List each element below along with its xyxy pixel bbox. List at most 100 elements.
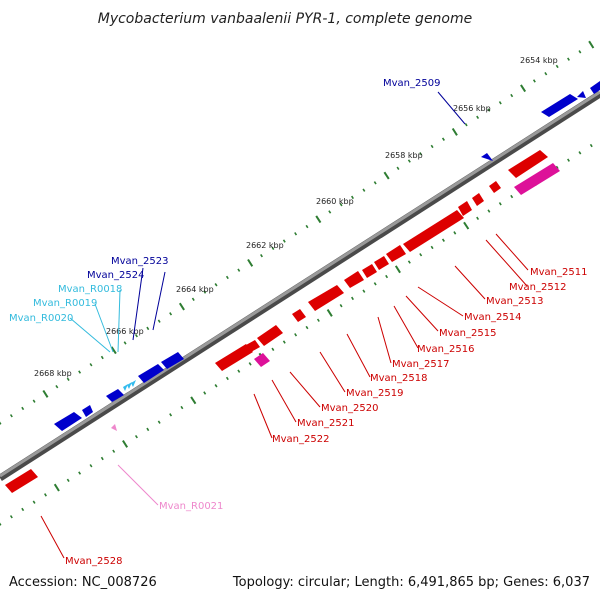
minor-tick: [510, 194, 514, 199]
major-tick: [520, 84, 527, 93]
reverse-strand-genes: [5, 150, 548, 493]
minor-tick: [146, 427, 150, 432]
minor-tick: [78, 471, 82, 475]
minor-tick: [169, 312, 173, 316]
minor-tick: [339, 303, 343, 308]
minor-tick: [21, 507, 25, 512]
forward-strand-genes: [54, 81, 600, 431]
minor-tick: [487, 209, 491, 213]
minor-tick: [510, 93, 514, 98]
reverse-rna-features: [111, 163, 560, 431]
major-tick: [53, 483, 60, 492]
minor-tick: [555, 165, 559, 170]
minor-tick: [532, 79, 536, 83]
minor-tick: [498, 202, 502, 206]
minor-tick: [373, 181, 377, 185]
outer-scale-ticks: [0, 40, 595, 425]
minor-tick: [294, 333, 298, 337]
scale-label-2668: 2668 kbp: [34, 369, 72, 378]
minor-tick: [544, 71, 548, 76]
minor-tick: [419, 253, 423, 257]
minor-tick: [112, 449, 116, 453]
minor-tick: [282, 239, 286, 243]
minor-tick: [578, 50, 582, 54]
map-title: Mycobacterium vanbaalenii PYR-1, complet…: [98, 11, 473, 27]
minor-tick: [225, 376, 229, 381]
major-tick: [326, 309, 333, 317]
label-mvan-2521: Mvan_2521: [297, 418, 354, 429]
label-mvan-r0020: Mvan_R0020: [9, 313, 73, 324]
major-tick: [190, 396, 197, 405]
minor-tick: [237, 268, 241, 272]
major-tick: [451, 127, 458, 136]
inner-scale-ticks: [0, 143, 593, 526]
label-mvan-2528: Mvan_2528: [65, 556, 122, 567]
minor-tick: [169, 413, 173, 417]
summary-text: Topology: circular; Length: 6,491,865 bp…: [232, 575, 590, 590]
scale-labels: 2654 kbp 2656 kbp 2658 kbp 2660 kbp 2662…: [34, 56, 558, 378]
minor-tick: [271, 246, 275, 251]
minor-tick: [237, 369, 241, 373]
minor-tick: [362, 289, 366, 293]
minor-tick: [32, 500, 36, 504]
minor-tick: [430, 144, 434, 149]
minor-tick: [419, 152, 423, 156]
minor-tick: [487, 108, 491, 112]
accession-text: Accession: NC_008726: [9, 575, 157, 590]
minor-tick: [0, 421, 2, 425]
minor-tick: [305, 325, 309, 330]
minor-tick: [66, 377, 70, 382]
scale-label-2666: 2666 kbp: [106, 327, 144, 336]
minor-tick: [214, 384, 218, 388]
forward-rna-features: [123, 380, 136, 391]
gene-feature-mvan-2528: [5, 469, 38, 493]
label-mvan-2518: Mvan_2518: [370, 373, 427, 384]
minor-tick: [430, 245, 434, 250]
minor-tick: [351, 195, 354, 200]
minor-tick: [294, 232, 298, 236]
minor-tick: [89, 464, 93, 468]
label-mvan-2511: Mvan_2511: [530, 267, 587, 278]
minor-tick: [203, 290, 207, 294]
scale-label-2658: 2658 kbp: [385, 151, 423, 160]
label-mvan-2517: Mvan_2517: [392, 359, 449, 370]
major-tick: [110, 346, 117, 355]
major-tick: [588, 40, 595, 49]
rna-feature-mvan-r0021: [111, 424, 117, 431]
label-mvan-2516: Mvan_2516: [417, 344, 474, 355]
minor-tick: [21, 406, 25, 411]
scale-label-2656: 2656 kbp: [453, 104, 491, 113]
label-mvan-2512: Mvan_2512: [509, 282, 566, 293]
minor-tick: [157, 319, 161, 323]
major-tick: [178, 302, 185, 311]
minor-tick: [589, 143, 593, 148]
minor-tick: [316, 318, 320, 322]
major-tick: [42, 389, 49, 398]
genome-backbone: [0, 90, 600, 481]
scale-label-2662: 2662 kbp: [246, 241, 284, 250]
major-tick: [394, 265, 401, 274]
minor-tick: [100, 355, 104, 360]
minor-tick: [157, 420, 161, 424]
minor-tick: [567, 158, 570, 162]
scale-label-2654: 2654 kbp: [520, 56, 558, 65]
minor-tick: [271, 347, 275, 352]
minor-tick: [191, 297, 195, 302]
label-mvan-2513: Mvan_2513: [486, 296, 543, 307]
gene-labels: Mvan_2509 Mvan_2523 Mvan_2524 Mvan_R0018…: [9, 78, 587, 567]
label-mvan-2519: Mvan_2519: [346, 388, 403, 399]
minor-tick: [407, 159, 411, 163]
major-tick: [315, 215, 322, 224]
label-mvan-2523: Mvan_2523: [111, 256, 168, 267]
minor-tick: [407, 260, 411, 264]
label-mvan-2522: Mvan_2522: [272, 434, 329, 445]
gene-feature-mvan-2509-region: [541, 81, 600, 117]
label-mvan-2514: Mvan_2514: [464, 312, 521, 323]
minor-tick: [0, 522, 2, 526]
minor-tick: [123, 341, 127, 345]
leader-lines: [40, 91, 529, 559]
minor-tick: [44, 493, 47, 497]
minor-tick: [476, 115, 480, 120]
minor-tick: [89, 363, 93, 367]
